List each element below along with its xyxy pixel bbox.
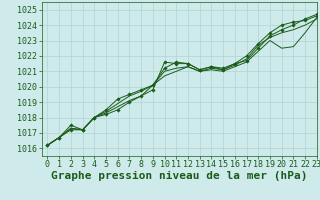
X-axis label: Graphe pression niveau de la mer (hPa): Graphe pression niveau de la mer (hPa) bbox=[51, 171, 308, 181]
